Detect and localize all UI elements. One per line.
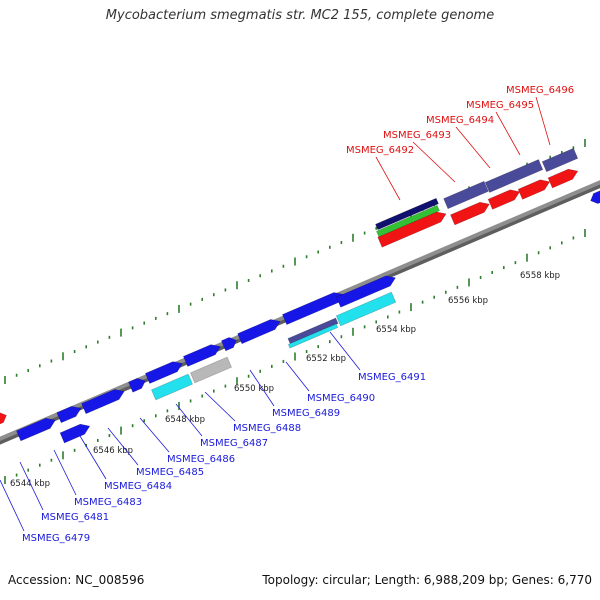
- gene-arrow-blue[interactable]: [81, 386, 127, 415]
- gene-arrow-red[interactable]: [547, 166, 580, 189]
- gene-arrow-blue[interactable]: [588, 189, 600, 206]
- gene-leader-line: [375, 156, 401, 201]
- gene-arrow-red[interactable]: [450, 199, 491, 226]
- scale-label: 6546 kbp: [93, 446, 133, 456]
- gene-label[interactable]: MSMEG_6494: [426, 115, 494, 126]
- scale-label: 6544 kbp: [10, 479, 50, 489]
- gene-arrow-red[interactable]: [517, 177, 552, 200]
- gene-block-slate[interactable]: [541, 147, 579, 173]
- gene-label[interactable]: MSMEG_6491: [358, 372, 426, 383]
- gene-label[interactable]: MSMEG_6485: [136, 467, 204, 478]
- genome-summary: Topology: circular; Length: 6,988,209 bp…: [262, 573, 592, 587]
- gene-label[interactable]: MSMEG_6490: [307, 393, 375, 404]
- gene-arrow-blue[interactable]: [182, 341, 222, 367]
- gene-block-green[interactable]: [376, 204, 440, 238]
- gene-block-navy[interactable]: [375, 197, 439, 231]
- genome-title: Mycobacterium smegmatis str. MC2 155, co…: [105, 8, 495, 23]
- gene-leader-line: [79, 435, 107, 480]
- gene-label[interactable]: MSMEG_6483: [74, 497, 142, 508]
- gene-arrow-blue[interactable]: [59, 421, 92, 444]
- gene-leader-line: [0, 479, 25, 532]
- scale-label: 6552 kbp: [306, 354, 346, 364]
- gene-leader-line: [285, 361, 310, 392]
- gene-label[interactable]: MSMEG_6481: [41, 512, 109, 523]
- gene-leader-line: [249, 369, 275, 407]
- gene-label[interactable]: MSMEG_6484: [104, 481, 172, 492]
- scale-label: 6548 kbp: [165, 415, 205, 425]
- gene-label[interactable]: MSMEG_6496: [506, 85, 574, 96]
- gene-label[interactable]: MSMEG_6487: [200, 438, 268, 449]
- scale-label: 6558 kbp: [520, 271, 560, 281]
- gene-block-cyan[interactable]: [151, 373, 193, 401]
- gene-label[interactable]: MSMEG_6489: [272, 408, 340, 419]
- gene-leader-line: [455, 126, 491, 169]
- scale-label: 6554 kbp: [376, 325, 416, 335]
- gene-block-cyan[interactable]: [335, 291, 397, 327]
- gene-leader-line: [53, 449, 77, 496]
- gene-label[interactable]: MSMEG_6479: [22, 533, 90, 544]
- gene-leader-line: [495, 111, 521, 156]
- gene-leader-line: [204, 391, 236, 422]
- gene-leader-line: [535, 96, 551, 146]
- gene-block-slate[interactable]: [484, 159, 544, 193]
- accession-label: Accession: NC_008596: [8, 573, 145, 587]
- gene-arrow-blue[interactable]: [335, 273, 397, 308]
- gene-arrow-blue[interactable]: [56, 403, 83, 424]
- gene-arrow-blue[interactable]: [16, 415, 57, 442]
- gene-arrow-red[interactable]: [487, 187, 522, 210]
- gene-arrow-red[interactable]: [0, 410, 9, 427]
- scale-label: 6556 kbp: [448, 296, 488, 306]
- gene-arrow-blue[interactable]: [128, 376, 147, 393]
- gene-block-cyan[interactable]: [287, 323, 339, 349]
- gene-leader-line: [19, 461, 44, 511]
- gene-label[interactable]: MSMEG_6488: [233, 423, 301, 434]
- gene-label[interactable]: MSMEG_6495: [466, 100, 534, 111]
- gene-block-grey[interactable]: [190, 356, 232, 384]
- gene-leader-line: [329, 331, 361, 371]
- gene-arrow-blue[interactable]: [237, 316, 283, 345]
- gene-arrow-blue[interactable]: [221, 335, 238, 352]
- gene-arrow-blue[interactable]: [144, 358, 184, 384]
- scale-label: 6550 kbp: [234, 384, 274, 394]
- gene-block-slate[interactable]: [287, 317, 339, 345]
- gene-label[interactable]: MSMEG_6486: [167, 454, 235, 465]
- gene-leader-line: [412, 141, 456, 183]
- gene-label[interactable]: MSMEG_6493: [383, 130, 451, 141]
- gene-leader-line: [139, 417, 170, 453]
- gene-leader-line: [175, 403, 203, 437]
- gene-leader-line: [107, 427, 139, 466]
- gene-label[interactable]: MSMEG_6492: [346, 145, 414, 156]
- gene-block-slate[interactable]: [443, 180, 489, 210]
